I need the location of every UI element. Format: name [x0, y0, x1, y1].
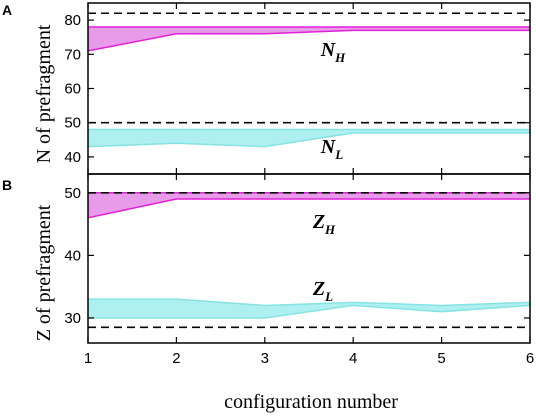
panel-b-ytick-label: 50: [64, 185, 81, 202]
panel-a-lower-line-h: [87, 29, 530, 52]
panel-b-ytick-label: 30: [64, 310, 81, 327]
panel-a-ytick-label: 70: [64, 46, 81, 63]
panel-a-ytick-label: 40: [64, 149, 81, 166]
panel-a-ytick-label: 80: [64, 12, 81, 29]
panel-a-band-h: [88, 26, 530, 51]
panel-b-series-label-l: ZL: [312, 278, 333, 304]
panel-b-band-l: [88, 299, 530, 318]
x-tick-label: 6: [526, 350, 534, 367]
panel-b-series-label-h: ZH: [312, 211, 336, 237]
x-tick-label: 5: [437, 350, 445, 367]
panel-a-ylabel: N of prefragment: [33, 24, 55, 163]
panel-a-ytick-label: 60: [64, 81, 81, 98]
panel-b-lower-line-l: [88, 304, 531, 319]
panel-b-band-h: [88, 192, 530, 218]
panel-b-ytick-label: 40: [64, 247, 81, 264]
x-tick-label: 4: [349, 350, 357, 367]
x-axis-label: configuration number: [224, 391, 398, 413]
x-tick-label: 1: [84, 350, 92, 367]
panel-b-ylabel: Z of prefragment: [33, 204, 55, 341]
panel-a-series-label-l: NL: [320, 136, 343, 162]
panel-a-band-l: [88, 129, 530, 147]
panel-b-frame: [87, 173, 531, 344]
panel-a-letter: A: [2, 2, 12, 18]
panel-b-upper-line-l: [88, 298, 531, 307]
panel-b-letter: B: [2, 177, 12, 193]
panel-a-lower-line-l: [87, 132, 530, 148]
panel-b-lower-line-h: [87, 198, 530, 219]
panel-a-ytick-label: 50: [64, 115, 81, 132]
x-tick-label: 2: [172, 350, 180, 367]
plot-layer: 40 50 60 70 80 NH NL 30 40 50 ZH ZL 1 2 3 4 5 6: [64, 2, 534, 367]
panel-a-series-label-h: NH: [320, 39, 346, 65]
x-tick-label: 3: [261, 350, 269, 367]
